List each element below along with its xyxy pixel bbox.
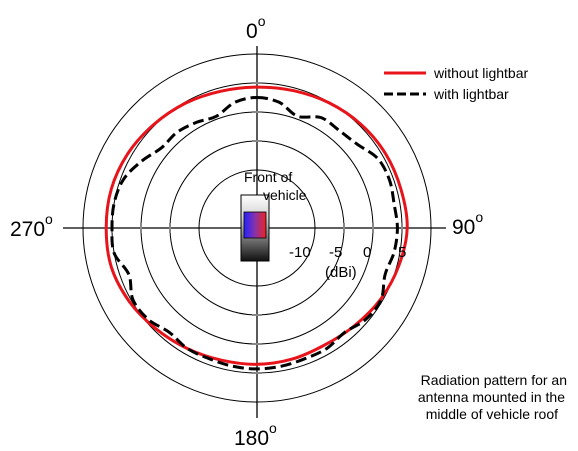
vehicle-label-line1: Front of <box>244 169 292 185</box>
caption-line3: middle of vehicle roof <box>426 406 558 422</box>
angle-label-270: 270o <box>10 211 53 241</box>
radial-tick-label: 5 <box>398 244 406 261</box>
legend: without lightbar with lightbar <box>384 65 529 102</box>
caption-line2: antenna mounted in the <box>418 389 565 405</box>
polar-grid <box>63 46 446 418</box>
legend-label-with-lightbar: with lightbar <box>433 86 509 102</box>
angle-label-180: 180o <box>234 420 277 450</box>
vehicle-label-line2: vehicle <box>263 187 307 203</box>
radial-tick-label: -10 <box>289 244 311 261</box>
angle-label-0: 0o <box>246 13 266 43</box>
radial-tick-label: 0 <box>363 244 371 261</box>
vehicle-icon <box>240 194 270 262</box>
angle-labels: 0o 90o 180o 270o <box>10 13 483 450</box>
series-line-without-lightbar <box>104 85 409 366</box>
radial-unit-label: (dBi) <box>325 264 357 281</box>
series-line-with-lightbar <box>110 96 399 371</box>
radial-tick-labels: -10 -5 0 5 <box>289 244 406 261</box>
angle-label-90: 90o <box>452 209 483 239</box>
radial-tick-label: -5 <box>329 244 342 261</box>
caption: Radiation pattern for an antenna mounted… <box>418 372 567 422</box>
caption-line1: Radiation pattern for an <box>421 372 567 388</box>
legend-label-without-lightbar: without lightbar <box>433 65 529 81</box>
series-layer <box>104 85 409 371</box>
